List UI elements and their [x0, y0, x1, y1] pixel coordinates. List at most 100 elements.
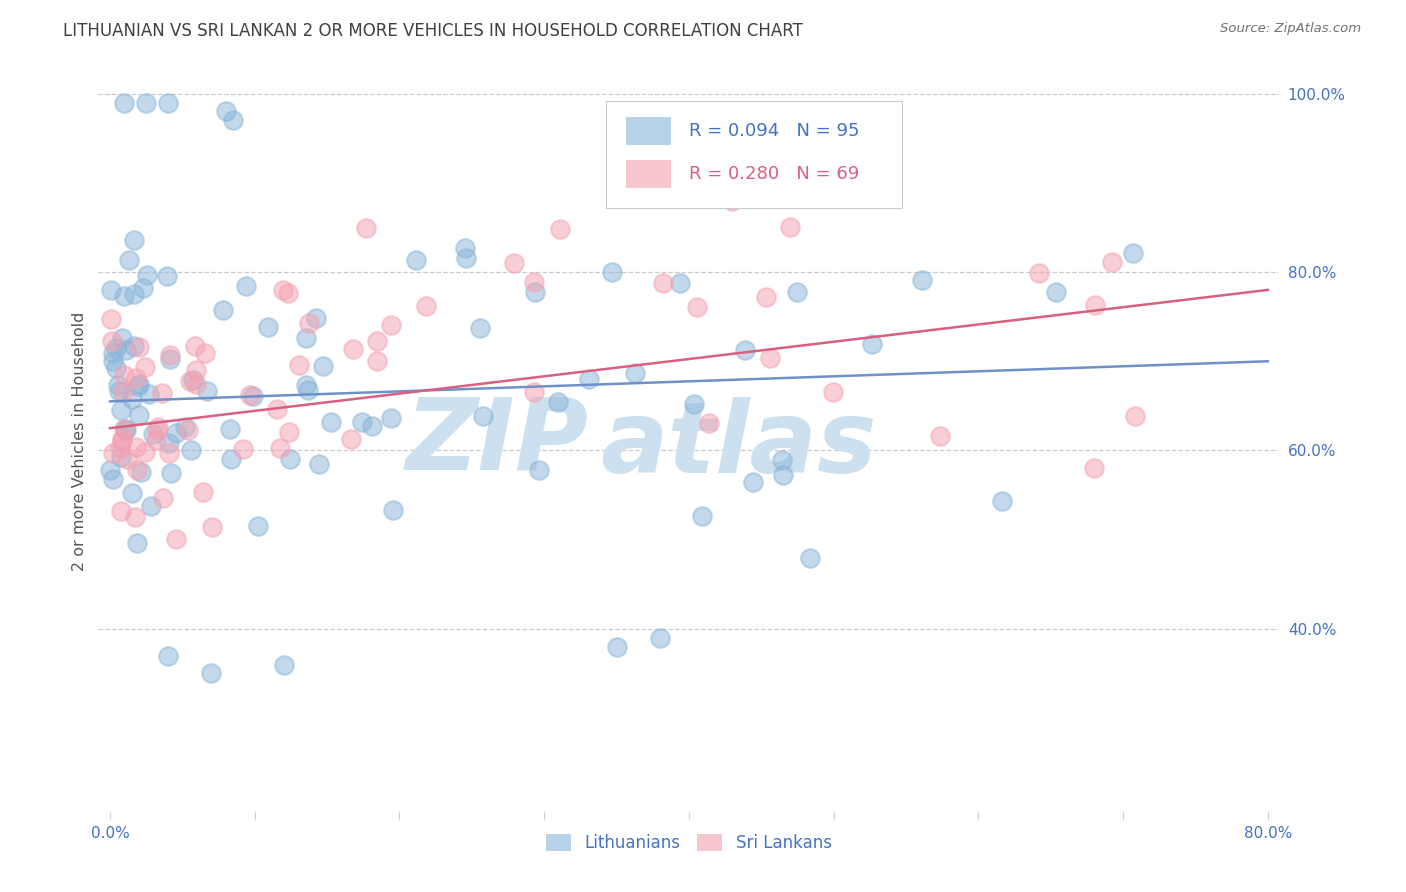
Point [472, 409, 495, 423]
Point [527, 463, 550, 477]
Point [219, 451, 242, 466]
Point [686, 300, 709, 314]
Point [101, 334, 124, 349]
Point [405, 252, 427, 267]
Point [195, 384, 218, 398]
Point [132, 281, 155, 295]
Point [380, 411, 402, 425]
Point [184, 339, 207, 353]
Point [101, 472, 124, 486]
Point [134, 445, 156, 459]
Point [235, 279, 257, 293]
Point [110, 503, 132, 517]
Point [456, 251, 478, 265]
Point [107, 384, 129, 398]
Point [179, 375, 201, 389]
Text: ZIP: ZIP [405, 393, 589, 490]
Point [503, 256, 526, 270]
Point [578, 372, 600, 386]
Point [360, 419, 382, 434]
Point [136, 268, 159, 282]
Point [165, 532, 187, 546]
Point [415, 299, 437, 313]
Point [257, 320, 280, 334]
Point [101, 353, 124, 368]
Point [524, 285, 547, 299]
Point [125, 463, 148, 477]
Point [547, 395, 569, 409]
Text: Source: ZipAtlas.com: Source: ZipAtlas.com [1220, 22, 1361, 36]
Text: R = 0.094   N = 95: R = 0.094 N = 95 [689, 122, 859, 140]
Point [128, 340, 150, 354]
Point [134, 360, 156, 375]
Point [786, 285, 808, 299]
Point [779, 220, 801, 235]
Point [201, 519, 224, 533]
Point [682, 397, 704, 411]
Point [110, 442, 132, 456]
Point [648, 631, 671, 645]
Bar [626, 117, 671, 145]
Point [114, 421, 136, 435]
Point [115, 451, 138, 466]
Point [118, 253, 141, 268]
Point [239, 388, 262, 402]
Point [101, 446, 124, 460]
Point [160, 466, 183, 480]
Point [155, 268, 177, 283]
Point [121, 392, 143, 406]
Point [1084, 298, 1107, 312]
Point [156, 648, 179, 663]
Point [669, 276, 692, 290]
Text: R = 0.280   N = 69: R = 0.280 N = 69 [689, 165, 859, 183]
Point [721, 194, 744, 208]
Point [112, 422, 135, 436]
Text: atlas: atlas [600, 397, 877, 494]
Point [606, 640, 628, 654]
Point [652, 276, 675, 290]
Point [1122, 245, 1144, 260]
Point [159, 348, 181, 362]
Legend: Lithuanians, Sri Lankans: Lithuanians, Sri Lankans [540, 828, 838, 859]
Point [382, 503, 405, 517]
Point [111, 385, 134, 400]
Point [380, 318, 402, 332]
Point [600, 265, 623, 279]
Point [145, 434, 167, 448]
Point [125, 535, 148, 549]
Point [122, 287, 145, 301]
Point [145, 423, 167, 437]
Point [269, 441, 291, 455]
Text: LITHUANIAN VS SRI LANKAN 2 OR MORE VEHICLES IN HOUSEHOLD CORRELATION CHART: LITHUANIAN VS SRI LANKAN 2 OR MORE VEHIC… [63, 22, 803, 40]
Point [366, 354, 388, 368]
Point [142, 427, 165, 442]
Point [523, 385, 546, 400]
Point [128, 376, 150, 391]
Point [124, 509, 146, 524]
Point [1028, 266, 1050, 280]
FancyBboxPatch shape [606, 101, 901, 209]
Point [911, 273, 934, 287]
Point [273, 657, 295, 672]
Point [194, 346, 217, 360]
Point [734, 343, 756, 357]
Point [305, 310, 328, 325]
Point [991, 494, 1014, 508]
Bar [626, 161, 671, 188]
Point [174, 419, 197, 434]
Point [177, 423, 200, 437]
Point [741, 475, 763, 490]
Point [110, 450, 132, 464]
Point [755, 290, 778, 304]
Point [110, 402, 132, 417]
Point [294, 378, 316, 392]
Point [135, 95, 157, 110]
Point [128, 408, 150, 422]
Point [928, 428, 950, 442]
Point [105, 341, 128, 355]
Point [181, 373, 204, 387]
Point [799, 551, 821, 566]
Point [692, 508, 714, 523]
Point [454, 241, 477, 255]
Point [772, 467, 794, 482]
